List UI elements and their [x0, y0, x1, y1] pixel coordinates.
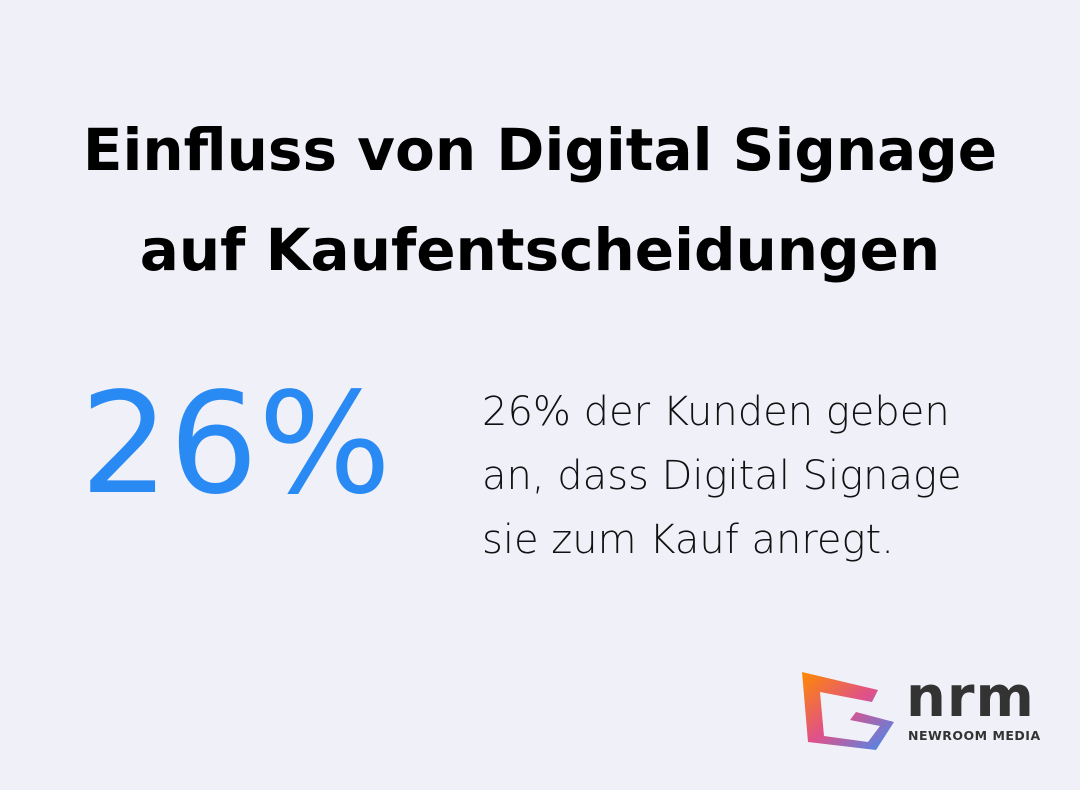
title: Einfluss von Digital Signage auf Kaufent… — [82, 116, 998, 284]
stat-value: 26% — [80, 363, 392, 526]
logo-subtitle: NEWROOM MEDIA — [908, 728, 1041, 743]
logo-icon — [802, 672, 894, 750]
stat-description: 26% der Kunden geben an, dass Digital Si… — [482, 389, 962, 563]
logo-name: nrm — [906, 665, 1035, 730]
logo: nrm NEWROOM MEDIA — [798, 668, 1048, 753]
